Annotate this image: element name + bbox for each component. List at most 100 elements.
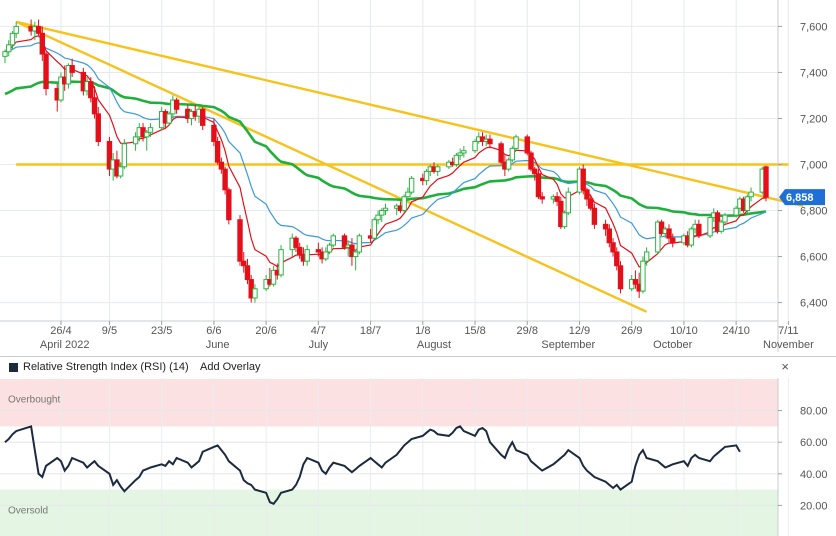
candle <box>505 157 512 172</box>
candle <box>461 146 467 158</box>
candle-body-down <box>226 189 232 221</box>
close-icon[interactable]: × <box>781 359 789 374</box>
candle <box>632 270 639 289</box>
candle-body-up <box>330 235 336 246</box>
candle-body-up <box>356 235 363 253</box>
candle <box>379 208 385 223</box>
rsi-title: Relative Strength Index (RSI) (14) <box>23 361 189 373</box>
candle <box>241 251 247 273</box>
candle <box>315 242 322 257</box>
candle-body-up <box>379 210 385 216</box>
candle-body-down <box>222 168 228 191</box>
candle-body-up <box>718 221 724 232</box>
candle <box>95 106 101 147</box>
candle <box>304 245 310 266</box>
candle <box>270 265 277 287</box>
candle-body-up <box>375 214 381 221</box>
candle-body-up <box>121 143 128 168</box>
candle <box>91 86 98 119</box>
candle <box>39 26 46 61</box>
ma-long-line <box>4 80 767 217</box>
candle-body-down <box>95 113 101 142</box>
candle-body-up <box>640 260 646 292</box>
candle-body-up <box>565 191 571 214</box>
candle-body-up <box>6 44 12 53</box>
candle <box>509 146 516 163</box>
candle-body-up <box>733 207 739 216</box>
candle-body-up <box>561 212 568 228</box>
candle-body-down <box>241 260 247 267</box>
candle-body-up <box>509 147 516 161</box>
candle-body-up <box>453 154 460 165</box>
candle-body-down <box>35 25 42 34</box>
candle-body-up <box>435 166 441 172</box>
last-price-badge-shape <box>779 189 825 206</box>
candle-body-up <box>304 249 310 262</box>
candle-body-down <box>349 244 355 258</box>
candle <box>222 166 228 195</box>
candle-body-up <box>655 221 661 253</box>
candle-body-up <box>352 251 359 258</box>
price-month-label: July <box>309 339 329 351</box>
price-x-tick-label: 18/7 <box>360 325 381 337</box>
candle <box>13 21 19 38</box>
rsi-chart: Overbought Oversold 80.00 60.00 40.00 20.00 <box>0 378 836 536</box>
candle-body-up <box>405 191 411 198</box>
candle-body-down <box>532 168 538 175</box>
candle <box>535 169 542 200</box>
price-x-tick-label: 10/10 <box>670 325 698 337</box>
candle-body-down <box>341 235 348 248</box>
price-x-tick-label: 24/10 <box>722 325 750 337</box>
candle-body-up <box>688 228 695 246</box>
candle <box>423 169 430 186</box>
candle-body-down <box>106 140 113 170</box>
candle <box>591 203 598 229</box>
price-month-label: April 2022 <box>40 339 90 351</box>
rsi-y-tick-label: 40.00 <box>800 469 828 481</box>
candle-body-down <box>587 198 594 209</box>
candle-body-up <box>401 196 407 212</box>
candle-body-down <box>498 143 504 163</box>
candle-body-up <box>643 251 650 262</box>
candle-body-down <box>617 265 624 290</box>
candle-body-down <box>218 161 225 170</box>
candle-body-up <box>144 131 150 138</box>
price-month-label: September <box>541 339 595 351</box>
price-x-tick-label: 9/5 <box>102 325 117 337</box>
candle <box>565 187 571 216</box>
candle-body-up <box>65 65 72 85</box>
price-x-tick-label: 6/6 <box>206 325 221 337</box>
candle <box>375 210 381 225</box>
candle-body-down <box>297 246 303 255</box>
candle <box>200 106 206 130</box>
candle <box>252 284 258 303</box>
candle <box>352 249 359 271</box>
candle <box>524 134 530 156</box>
candle-body-up <box>9 32 16 46</box>
price-month-label: August <box>417 339 451 351</box>
candle-body-up <box>505 159 512 170</box>
candle-body-up <box>252 288 258 299</box>
candle <box>658 219 665 236</box>
candle <box>408 176 415 195</box>
add-overlay-button[interactable]: Add Overlay <box>200 361 261 373</box>
candle <box>144 129 150 151</box>
candle-body-down <box>666 228 672 239</box>
candle-body-up <box>457 152 463 156</box>
candle-body-up <box>117 166 124 177</box>
candle-body-up <box>326 244 333 253</box>
price-x-tick-label: 23/5 <box>151 325 172 337</box>
candle <box>453 152 460 167</box>
candle-body-up <box>323 251 329 260</box>
candle-body-down <box>610 242 616 253</box>
candle <box>513 134 519 151</box>
candle <box>606 224 613 248</box>
price-y-tick-label: 7,400 <box>800 67 828 79</box>
candle <box>688 226 695 248</box>
candle <box>617 261 624 294</box>
candle <box>602 219 609 236</box>
rsi-axes: 80.00 60.00 40.00 20.00 <box>777 378 828 536</box>
candle <box>643 247 650 266</box>
candle <box>132 132 139 151</box>
candle <box>733 205 739 218</box>
